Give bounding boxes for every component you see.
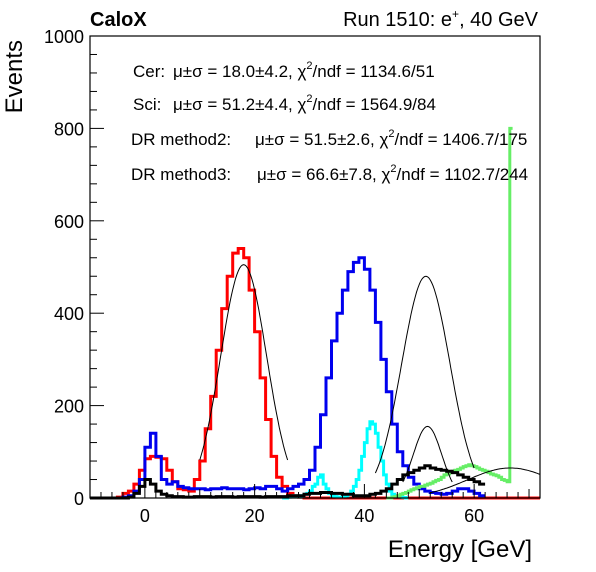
series-1-fit [374, 275, 475, 474]
y-tick-label: 200 [54, 397, 84, 417]
stats-row-2-label: DR method2: [131, 130, 231, 149]
y-tick-label: 600 [54, 212, 84, 232]
stats-row-0-label: Cer: [133, 62, 165, 81]
header-right-suffix: , 40 GeV [459, 9, 539, 31]
y-tick-label: 400 [54, 304, 84, 324]
series-4-histogram [90, 464, 486, 500]
series-1-histogram [90, 256, 486, 500]
stats-row-3-value: μ±σ = 66.6±7.8, χ2/ndf = 1102.7/244 [257, 163, 528, 184]
stats-row-1-value: μ±σ = 51.2±4.4, χ2/ndf = 1564.9/84 [173, 93, 436, 114]
x-tick-label: 0 [140, 506, 150, 526]
x-tick-label: 60 [464, 506, 484, 526]
plot-frame [89, 35, 541, 499]
y-axis-title: Events [1, 40, 28, 113]
fit-layer [199, 264, 541, 494]
x-axis-title: Energy [GeV] [388, 536, 532, 563]
stats-row-2-value: μ±σ = 51.5±2.6, χ2/ndf = 1406.7/175 [255, 128, 527, 149]
x-tick-label: 20 [245, 506, 265, 526]
stats-box: Cer: μ±σ = 18.0±4.2, χ2/ndf = 1134.6/51 Sc… [131, 60, 528, 184]
header-left: CaloX [90, 9, 147, 31]
series-0-fit [199, 264, 289, 461]
stats-row-3-label: DR method3: [131, 165, 231, 184]
header-right-prefix: Run 1510: e [343, 9, 452, 31]
series-3-fit [430, 467, 541, 494]
y-tick-label: 1000 [44, 27, 84, 47]
stats-row-0-value: μ±σ = 18.0±4.2, χ2/ndf = 1134.6/51 [173, 60, 435, 81]
x-tick-label: 40 [354, 506, 374, 526]
y-tick-label: 0 [74, 489, 84, 509]
series-2-histogram [282, 420, 409, 500]
header-right-sup: + [452, 7, 459, 21]
stats-row-1-label: Sci: [133, 95, 161, 114]
y-tick-label: 800 [54, 119, 84, 139]
series-2-fit [402, 425, 453, 483]
header-right: Run 1510: e+, 40 GeV [343, 7, 539, 31]
